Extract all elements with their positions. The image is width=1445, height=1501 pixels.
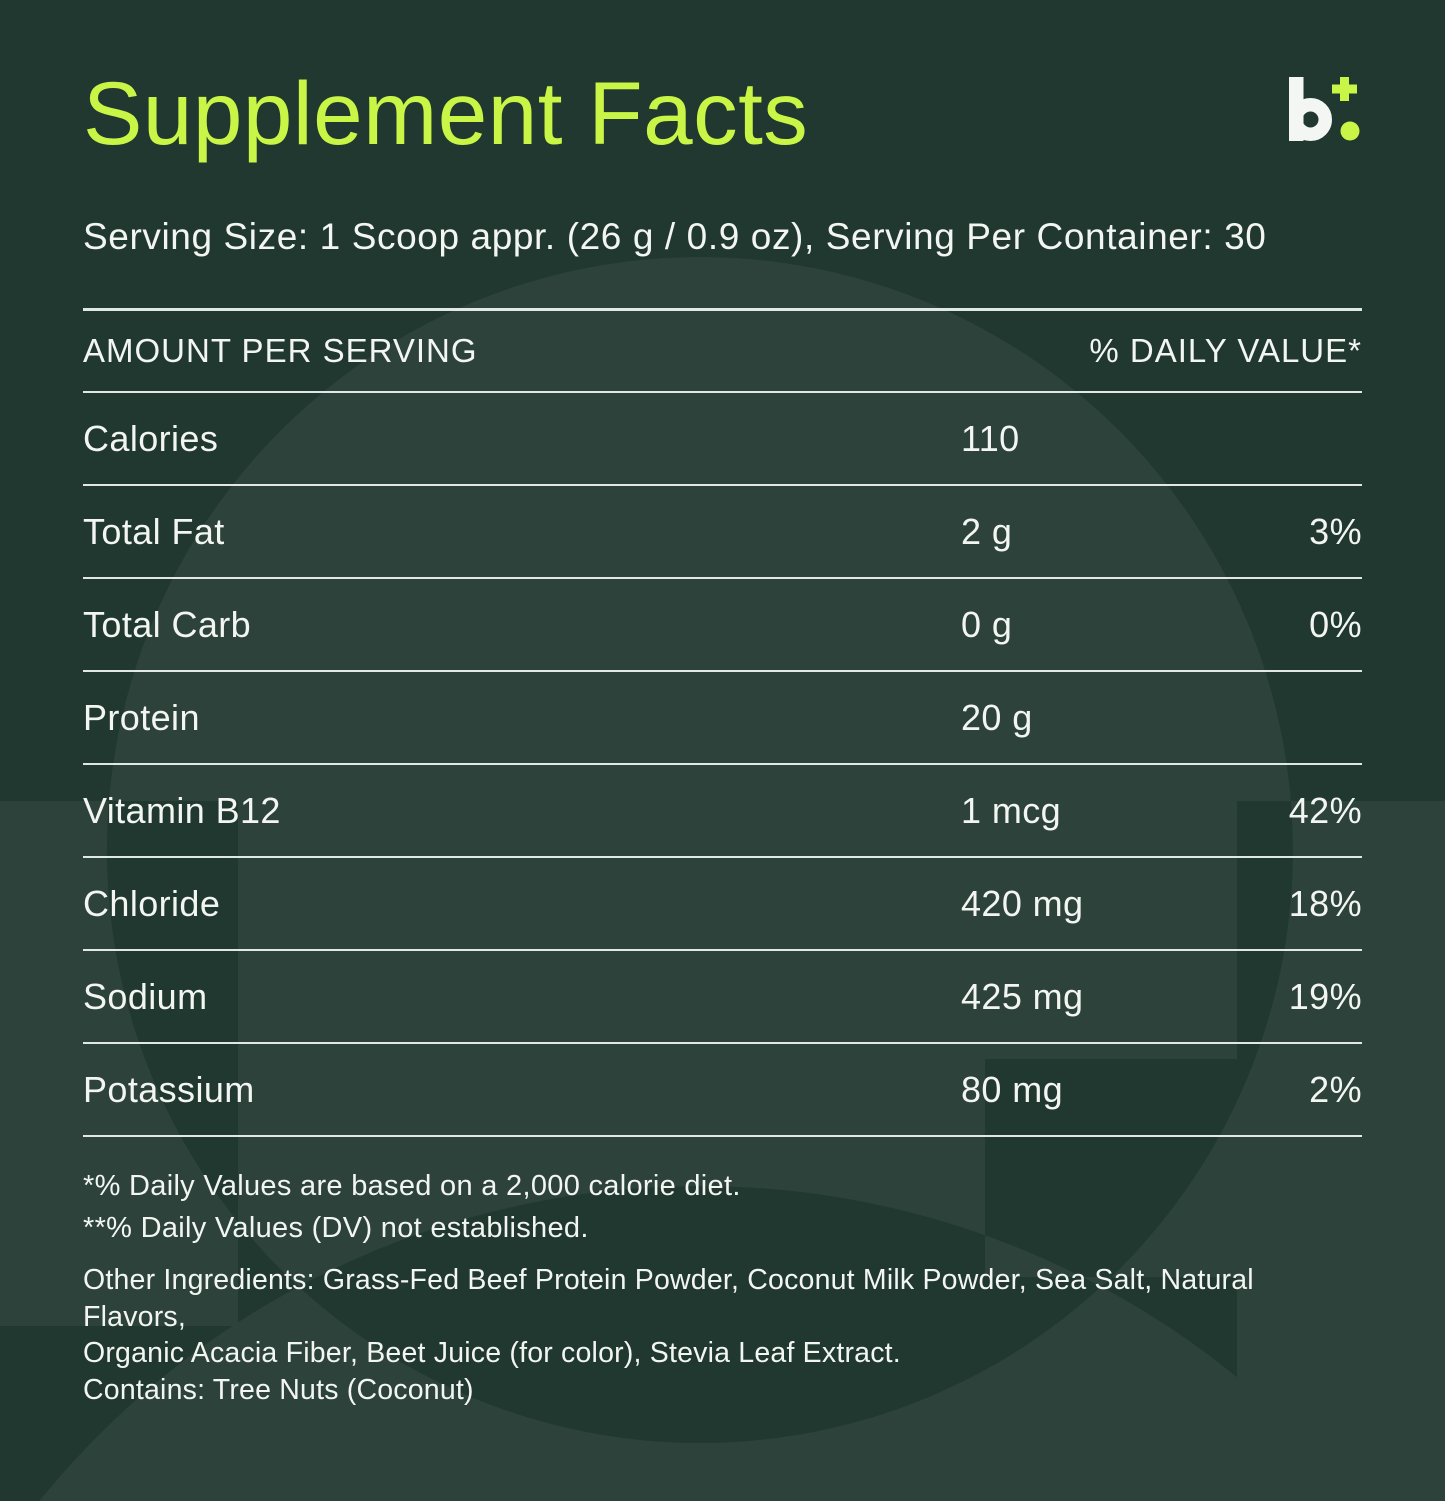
nutrient-daily-value: 3% [1309,510,1362,552]
nutrient-amount: 0 g [961,603,1013,645]
nutrient-daily-value: 19% [1288,975,1362,1017]
footnotes: *% Daily Values are based on a 2,000 cal… [83,1165,1362,1249]
nutrient-amount: 80 mg [961,1068,1064,1110]
table-row: Protein 20 g [83,672,1362,765]
header: Supplement Facts [83,56,1362,170]
nutrient-amount: 420 mg [961,882,1084,924]
nutrient-amount: 20 g [961,696,1033,738]
daily-value-header: % DAILY VALUE* [1089,332,1362,369]
table-body: Calories 110 Total Fat 2 g 3% Total Carb 0 g 0%… [83,393,1362,1137]
nutrient-name: Total Carb [83,603,252,645]
ingredients-section: Other Ingredients: Grass-Fed Beef Protei… [83,1262,1362,1408]
nutrient-amount: 110 [961,417,1020,459]
table-row: Potassium 80 mg 2% [83,1044,1362,1137]
table-row: Chloride 420 mg 18% [83,858,1362,951]
label-content: Supplement Facts Serving Size: 1 Scoop a… [0,56,1445,1501]
table-row: Sodium 425 mg 19% [83,951,1362,1044]
nutrient-amount: 1 mcg [961,789,1062,831]
footnote-dv-not-established: **% Daily Values (DV) not established. [83,1212,589,1244]
nutrient-name: Potassium [83,1068,255,1110]
table-row: Total Fat 2 g 3% [83,486,1362,579]
nutrient-amount: 425 mg [961,975,1084,1017]
table-row: Vitamin B12 1 mcg 42% [83,765,1362,858]
table-row: Calories 110 [83,393,1362,486]
amount-per-serving-header: AMOUNT PER SERVING [83,332,478,369]
contains-text: Contains: Tree Nuts (Coconut) [83,1373,474,1406]
footnote-daily-values: *% Daily Values are based on a 2,000 cal… [83,1170,741,1202]
supplement-facts-label: { "page": { "title": "Supplement Facts",… [0,56,1445,1501]
b-plus-logo-icon [1289,76,1360,141]
nutrient-amount: 2 g [961,510,1013,552]
other-ingredients-text: Other Ingredients: Grass-Fed Beef Protei… [83,1264,1254,1369]
nutrient-daily-value: 42% [1288,789,1362,831]
nutrient-name: Chloride [83,882,221,924]
nutrient-daily-value: 0% [1309,603,1362,645]
table-header: AMOUNT PER SERVING % DAILY VALUE* [83,308,1362,393]
serving-info: Serving Size: 1 Scoop appr. (26 g / 0.9 … [83,216,1267,257]
nutrient-name: Sodium [83,975,208,1017]
page-title: Supplement Facts [83,62,809,163]
nutrition-table: AMOUNT PER SERVING % DAILY VALUE* Calori… [83,308,1362,1137]
nutrient-name: Calories [83,417,219,459]
nutrient-name: Protein [83,696,200,738]
nutrient-name: Vitamin B12 [83,789,281,831]
nutrient-name: Total Fat [83,510,225,552]
table-row: Total Carb 0 g 0% [83,579,1362,672]
nutrient-daily-value: 18% [1288,882,1362,924]
nutrient-daily-value: 2% [1309,1068,1362,1110]
